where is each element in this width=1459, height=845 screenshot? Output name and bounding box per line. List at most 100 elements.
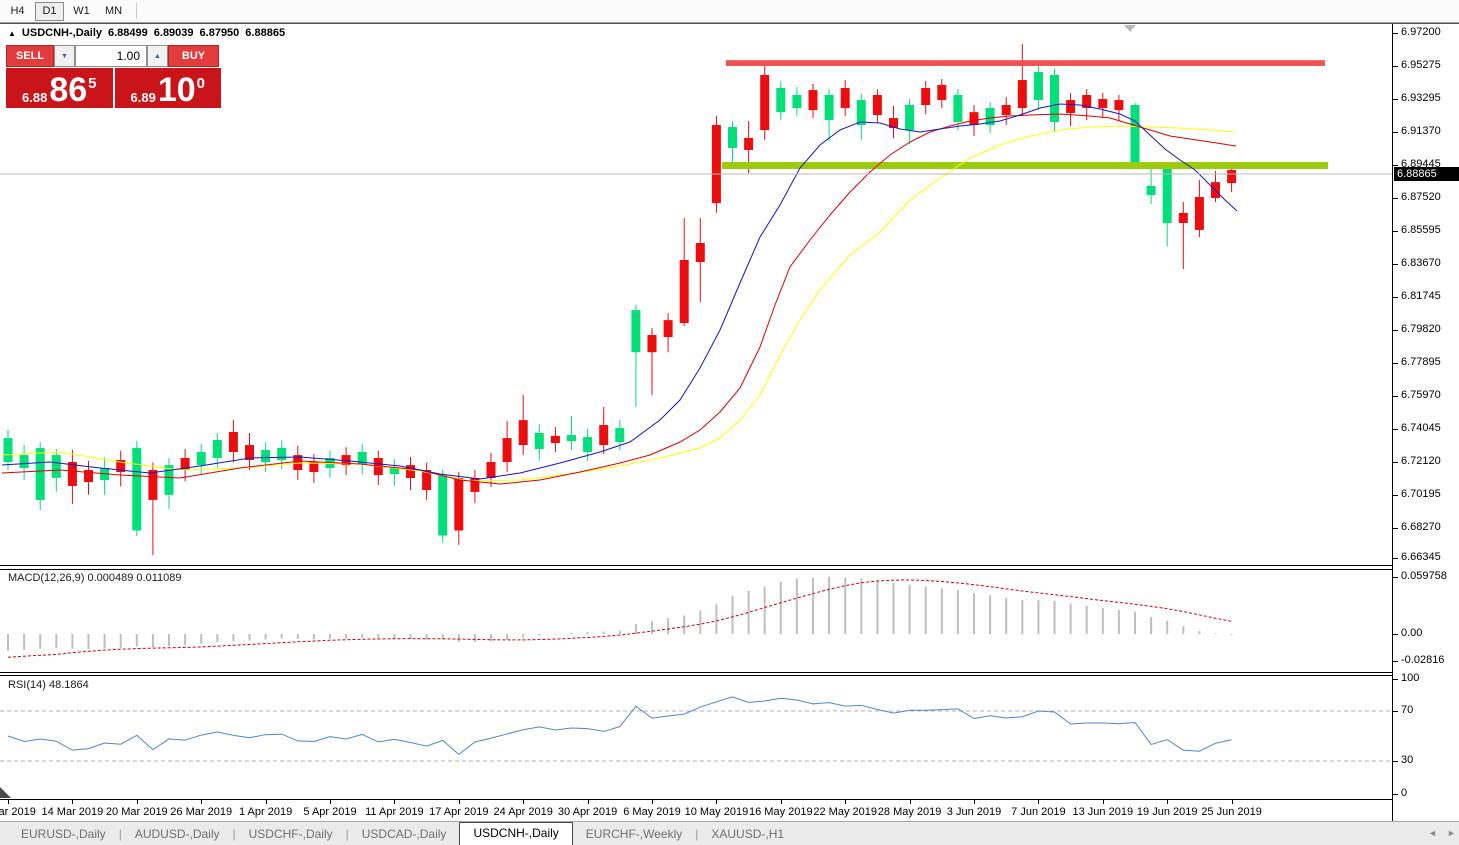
macd-histogram-bar <box>795 578 798 634</box>
chart-tab-usdcnh[interactable]: USDCNH-,Daily <box>459 822 573 845</box>
price-axis[interactable]: 6.97200 6.95275 6.93295 6.91370 6.89445 6.875… <box>1392 24 1459 821</box>
chart-tab-eurchf[interactable]: EURCHF-,Weekly <box>585 827 683 841</box>
support-line[interactable] <box>722 162 1328 169</box>
chart-tab-usdcad[interactable]: USDCAD-,Daily <box>361 827 447 841</box>
price-axis-label-tick <box>1393 495 1398 496</box>
quote-symbol: USDCNH-,Daily <box>21 27 102 39</box>
sell-button[interactable]: SELL <box>6 45 54 67</box>
toolbar-divider <box>0 22 1459 23</box>
candle <box>502 421 512 473</box>
chart-tab-xauusd[interactable]: XAUUSD-,H1 <box>711 827 785 841</box>
separator-macd-rsi-2 <box>0 675 1459 676</box>
macd-histogram-bar <box>779 581 782 634</box>
price-axis-label: 6.87520 <box>1401 191 1441 203</box>
rsi-axis-label: 70 <box>1401 704 1414 716</box>
macd-histogram-bar <box>23 634 26 650</box>
candle <box>228 420 238 463</box>
separator-price-macd[interactable] <box>0 565 1459 566</box>
date-axis-label: 6 May 2019 <box>623 806 681 818</box>
macd-histogram-bar <box>103 634 106 649</box>
date-axis-label: 11 Apr 2019 <box>365 806 424 818</box>
chart-tab-audusd[interactable]: AUDUSD-,Daily <box>134 827 220 841</box>
candle <box>261 442 271 473</box>
candle <box>486 453 496 487</box>
date-tick <box>523 800 525 804</box>
timeframe-button-mn[interactable]: MN <box>104 4 123 17</box>
candle <box>550 426 560 453</box>
date-axis-label: 3 Jun 2019 <box>946 806 1002 818</box>
volume-input[interactable] <box>75 45 147 67</box>
price-axis-label-tick <box>1393 198 1398 199</box>
date-tick <box>716 800 718 804</box>
candle <box>679 218 689 327</box>
date-axis-label: 7 Jun 2019 <box>1011 806 1066 818</box>
candle <box>1017 44 1027 117</box>
price-axis-label: 6.77895 <box>1401 356 1441 368</box>
chart-tab-eurusd[interactable]: EURUSD-,Daily <box>21 827 106 841</box>
volume-increase-icon[interactable]: ▲ <box>147 45 168 67</box>
candle <box>309 454 319 483</box>
buy-button[interactable]: BUY <box>168 45 219 67</box>
timeframe-button-d1[interactable]: D1 <box>35 1 64 21</box>
resistance-line[interactable] <box>726 60 1325 66</box>
chart-shift-marker-icon[interactable] <box>1124 25 1136 32</box>
separator-macd-rsi[interactable] <box>0 672 1459 673</box>
candle <box>196 443 206 476</box>
sell-price-pips: 86 <box>49 71 88 109</box>
macd-histogram-bar <box>667 618 670 634</box>
candle <box>776 81 786 121</box>
more-data-triangle-icon <box>0 787 11 798</box>
price-axis-label: 6.97200 <box>1401 26 1441 38</box>
macd-histogram-bar <box>345 634 348 639</box>
date-axis-label: 10 May 2019 <box>684 806 749 818</box>
macd-histogram-bar <box>409 634 412 639</box>
macd-histogram-bar <box>1053 600 1056 634</box>
macd-histogram-bar <box>828 577 831 634</box>
price-axis-label: 6.75970 <box>1401 389 1441 401</box>
chart-tab-usdchf[interactable]: USDCHF-,Daily <box>248 827 333 841</box>
price-chart-pane[interactable] <box>0 24 1392 565</box>
volume-decrease-icon[interactable]: ▼ <box>54 45 75 67</box>
tab-scroll-right-icon[interactable]: ► <box>1447 828 1456 838</box>
rsi-axis-label-tick <box>1393 761 1398 762</box>
macd-histogram-bar <box>973 593 975 634</box>
buy-price-display[interactable]: 6.89 10 0 <box>114 68 221 109</box>
timeframe-button-w1[interactable]: W1 <box>73 4 90 17</box>
timeframe-toolbar: H4 D1 W1 MN <box>0 0 1459 22</box>
date-axis-label: 28 May 2019 <box>877 806 942 818</box>
macd-histogram-bar <box>248 634 251 641</box>
candle <box>711 116 721 214</box>
candle <box>116 450 126 487</box>
macd-histogram-bar <box>329 634 331 639</box>
macd-histogram-bar <box>377 634 380 639</box>
price-axis-label-tick <box>1393 330 1398 331</box>
chart-tab-bar: EURUSD-,Daily | AUDUSD-,Daily | USDCHF-,Dail… <box>0 821 1459 845</box>
candle <box>889 106 898 139</box>
date-tick <box>652 800 653 804</box>
price-axis-label: 6.72120 <box>1401 455 1441 467</box>
candle <box>132 440 142 536</box>
rsi-axis-label: 0 <box>1401 787 1408 799</box>
macd-axis-label: 0.059758 <box>1401 570 1447 582</box>
rsi-indicator-pane[interactable] <box>0 676 1392 798</box>
quote-close: 6.88865 <box>245 27 286 39</box>
date-tick <box>1102 800 1104 804</box>
sell-price-display[interactable]: 6.88 86 5 <box>6 68 113 108</box>
timeframe-button-h4[interactable]: H4 <box>10 4 25 17</box>
candle <box>760 66 770 140</box>
macd-indicator-pane[interactable] <box>0 570 1392 671</box>
price-axis-label-tick <box>1393 99 1398 100</box>
macd-histogram-bar <box>200 634 203 644</box>
rsi-line <box>7 696 1232 756</box>
price-axis-label: 6.81745 <box>1401 290 1441 302</box>
buy-price-pips: 10 <box>157 71 196 109</box>
price-axis-label: 6.95275 <box>1401 59 1441 71</box>
macd-histogram-bar <box>119 634 122 648</box>
date-tick <box>1167 800 1169 804</box>
tab-scroll-left-icon[interactable]: ◄ <box>1428 828 1437 838</box>
price-axis-label-tick <box>1393 165 1398 166</box>
candle <box>438 470 448 543</box>
macd-histogram-bar <box>522 634 525 638</box>
